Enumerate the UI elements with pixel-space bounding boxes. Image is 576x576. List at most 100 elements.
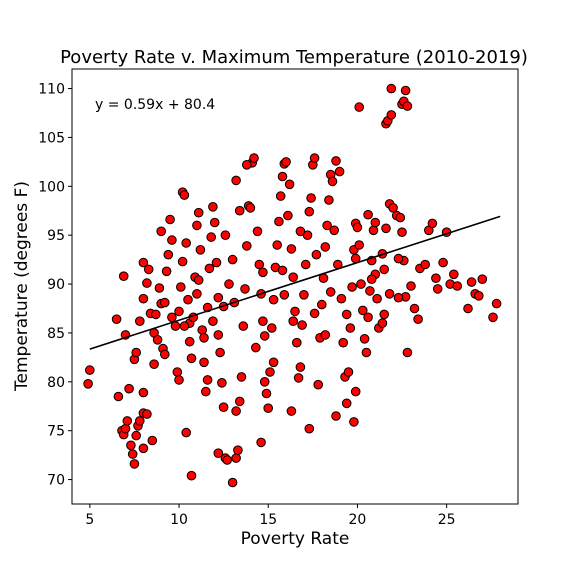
data-point	[302, 230, 313, 240]
data-point	[432, 284, 443, 294]
data-point	[284, 179, 295, 190]
y-tick-label: 110	[38, 82, 65, 98]
data-point	[206, 232, 216, 242]
plot-frame	[71, 68, 519, 505]
data-point	[240, 284, 250, 294]
data-point	[354, 102, 365, 112]
data-point	[309, 153, 320, 163]
data-point	[231, 175, 241, 186]
data-point	[179, 190, 190, 200]
data-point	[138, 257, 149, 268]
data-point	[474, 291, 484, 301]
data-point	[209, 217, 220, 228]
data-point	[268, 357, 279, 368]
data-point	[290, 306, 300, 317]
data-point	[275, 191, 286, 201]
data-point	[295, 226, 306, 237]
data-point	[413, 314, 423, 325]
data-point	[363, 312, 373, 323]
data-point	[208, 202, 218, 212]
data-point	[167, 312, 177, 323]
data-point	[400, 85, 411, 96]
data-point	[431, 273, 441, 284]
y-axis-ticks: 70 75 80 85 90 95 100 105 110	[38, 82, 72, 489]
data-point	[181, 427, 191, 438]
data-point	[149, 359, 159, 370]
regression-equation: y = 0.59x + 80.4	[95, 97, 215, 113]
data-point	[336, 293, 347, 304]
data-point	[186, 470, 197, 481]
data-point	[283, 210, 293, 221]
data-point	[195, 245, 206, 255]
regression-line	[89, 215, 501, 350]
data-point	[118, 271, 129, 282]
data-point	[311, 249, 322, 260]
data-point	[156, 226, 166, 237]
data-point	[186, 353, 197, 364]
data-point	[377, 318, 388, 329]
data-point	[361, 347, 372, 358]
data-point	[192, 289, 202, 299]
data-point	[142, 409, 152, 419]
data-point	[142, 278, 152, 288]
data-point	[286, 244, 297, 254]
data-point	[281, 157, 291, 167]
data-point	[327, 176, 338, 187]
data-point	[386, 110, 397, 120]
data-point	[402, 101, 413, 111]
data-point	[304, 423, 315, 434]
data-point	[268, 294, 279, 305]
data-point	[420, 259, 431, 270]
data-point	[213, 448, 224, 459]
data-point	[397, 227, 407, 237]
data-point	[370, 217, 381, 228]
data-point	[331, 156, 341, 166]
x-tick-label: 25	[438, 512, 456, 528]
data-point	[358, 305, 368, 316]
data-point	[213, 292, 224, 303]
data-point	[300, 259, 311, 270]
data-point	[350, 386, 361, 397]
data-point	[334, 166, 345, 177]
data-point	[393, 253, 404, 264]
data-point	[317, 299, 327, 310]
data-point	[347, 282, 357, 292]
data-point	[177, 256, 188, 267]
x-axis-label: Poverty Rate	[241, 529, 350, 549]
data-point	[193, 207, 204, 218]
data-point	[381, 223, 391, 234]
data-point	[292, 337, 302, 348]
x-tick-label: 5	[85, 512, 94, 528]
y-tick-label: 80	[47, 375, 65, 391]
data-point	[172, 367, 183, 377]
y-tick-label: 70	[47, 473, 65, 489]
data-point	[386, 83, 397, 94]
data-point	[345, 323, 356, 333]
data-point	[306, 193, 316, 203]
data-point	[252, 226, 263, 237]
data-point	[265, 367, 275, 377]
data-point	[341, 309, 352, 320]
data-point	[258, 267, 268, 278]
data-point	[491, 298, 502, 309]
data-point	[277, 171, 288, 182]
data-point	[85, 365, 95, 375]
data-point	[254, 259, 265, 270]
data-point	[438, 257, 448, 268]
data-point	[122, 416, 133, 426]
data-point	[488, 312, 498, 323]
data-point	[174, 306, 184, 317]
data-point	[227, 254, 238, 265]
y-tick-label: 85	[47, 326, 65, 342]
data-point	[131, 347, 141, 358]
data-point	[324, 195, 334, 205]
data-point	[259, 377, 270, 387]
data-point	[236, 372, 247, 382]
data-point	[388, 203, 398, 213]
data-point	[138, 443, 149, 454]
data-point	[174, 375, 184, 385]
data-point	[322, 220, 332, 231]
data-point	[304, 206, 315, 217]
data-point	[202, 375, 213, 385]
